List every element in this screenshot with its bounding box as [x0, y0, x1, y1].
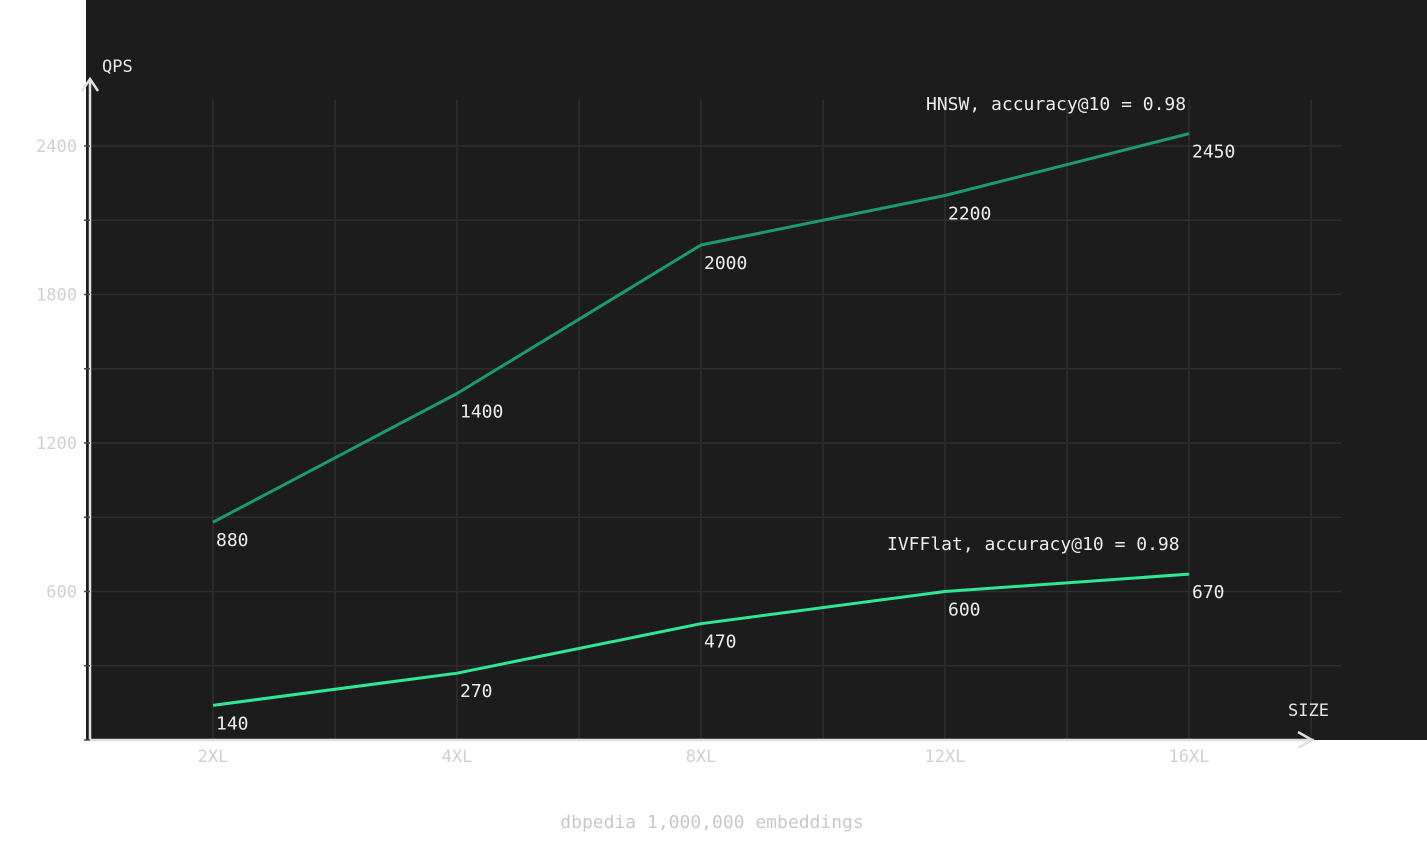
y-tick-label: 2400 [36, 137, 77, 157]
data-label: 1400 [460, 402, 503, 423]
x-tick-labels: 2XL 4XL 8XL 12XL 16XL [198, 747, 1210, 767]
y-tick-label: 1200 [36, 434, 77, 454]
data-label: 2200 [948, 204, 991, 225]
y-tick-labels: 600 1200 1800 2400 [36, 137, 77, 603]
x-tick-label: 2XL [198, 747, 229, 767]
x-tick-label: 16XL [1169, 747, 1210, 767]
data-labels: 880 1400 2000 2200 2450 140 270 470 600 670 [216, 142, 1235, 735]
axes [80, 76, 1315, 750]
x-tick-label: 8XL [686, 747, 717, 767]
data-label: 2450 [1192, 142, 1235, 163]
y-tick-label: 600 [46, 583, 77, 603]
series-line-hnsw [212, 132, 1190, 524]
plot-background [86, 0, 1427, 740]
x-tick-label: 12XL [925, 747, 966, 767]
data-label: 2000 [704, 253, 747, 274]
data-label: 670 [1192, 582, 1225, 603]
data-label: 140 [216, 713, 249, 734]
data-label: 880 [216, 530, 249, 551]
series-line-ivfflat [212, 572, 1190, 707]
y-axis-title: QPS [102, 57, 133, 77]
y-axis-arrow-icon [80, 76, 100, 92]
x-axis-title: SIZE [1288, 701, 1329, 721]
y-tick-label: 1800 [36, 286, 77, 306]
data-label: 270 [460, 681, 493, 702]
grid [90, 100, 1341, 740]
data-label: 600 [948, 600, 981, 621]
series-lines [212, 132, 1190, 707]
data-label: 470 [704, 632, 737, 653]
chart-caption: dbpedia 1,000,000 embeddings [560, 812, 863, 833]
series-label-ivfflat: IVFFlat, accuracy@10 = 0.98 [887, 534, 1180, 555]
x-axis-arrow-icon [1297, 730, 1315, 750]
x-tick-label: 4XL [442, 747, 473, 767]
series-label-hnsw: HNSW, accuracy@10 = 0.98 [926, 94, 1186, 115]
